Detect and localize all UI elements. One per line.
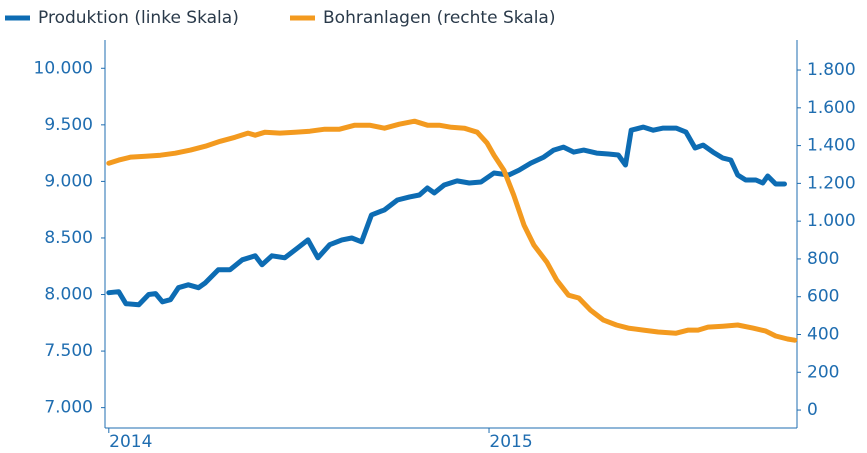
y-tick-label: 7.500 xyxy=(44,341,93,361)
y2-tick-label: 0 xyxy=(807,400,818,420)
legend-label: Produktion (linke Skala) xyxy=(38,8,239,28)
y-tick-label: 8.000 xyxy=(44,285,93,305)
y-tick-label: 9.000 xyxy=(44,171,93,191)
legend: Produktion (linke Skala) Bohranlagen (re… xyxy=(5,8,555,28)
y-tick-label: 8.500 xyxy=(44,228,93,248)
x-tick-label: 2014 xyxy=(109,432,152,452)
y-tick-label: 10.000 xyxy=(34,58,93,78)
y2-tick-label: 1.200 xyxy=(807,173,856,193)
y-tick-label: 9.500 xyxy=(44,115,93,135)
y2-tick-label: 600 xyxy=(807,287,839,307)
y2-tick-label: 400 xyxy=(807,324,839,344)
series-line xyxy=(106,118,798,343)
y2-tick-label: 1.600 xyxy=(807,98,856,118)
y2-tick-label: 1.400 xyxy=(807,136,856,156)
y2-tick-label: 800 xyxy=(807,249,839,269)
x-tick-label: 2015 xyxy=(489,432,532,452)
y2-tick-label: 200 xyxy=(807,362,839,382)
legend-label: Bohranlagen (rechte Skala) xyxy=(323,8,555,28)
y2-tick-label: 1.000 xyxy=(807,211,856,231)
y2-tick-label: 1.800 xyxy=(807,60,856,80)
series-line xyxy=(106,124,787,308)
y-tick-label: 7.000 xyxy=(44,398,93,418)
